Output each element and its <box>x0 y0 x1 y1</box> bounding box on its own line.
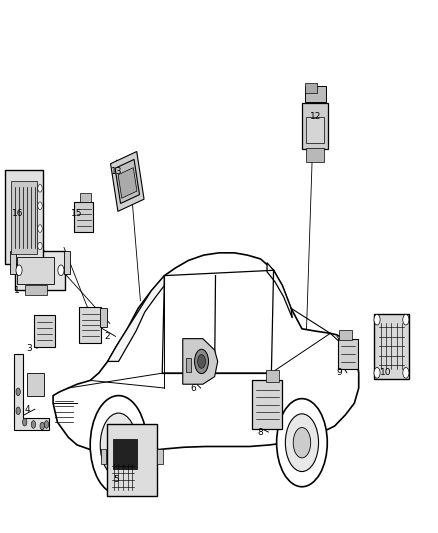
Text: 12: 12 <box>310 111 321 120</box>
Bar <box>304 86 325 102</box>
Bar <box>186 358 191 372</box>
Text: 13: 13 <box>111 167 122 176</box>
Circle shape <box>403 368 409 378</box>
Bar <box>338 338 357 369</box>
Circle shape <box>277 399 327 487</box>
Text: 3: 3 <box>26 344 32 353</box>
Polygon shape <box>267 263 292 318</box>
Circle shape <box>16 407 20 415</box>
Circle shape <box>374 314 380 325</box>
Bar <box>266 370 279 382</box>
Circle shape <box>58 265 64 276</box>
Text: 15: 15 <box>71 209 83 218</box>
Circle shape <box>403 314 409 325</box>
Circle shape <box>38 202 42 209</box>
Polygon shape <box>11 181 37 254</box>
Circle shape <box>22 418 27 426</box>
Circle shape <box>38 225 42 232</box>
Circle shape <box>38 242 42 250</box>
Bar <box>79 307 101 343</box>
Circle shape <box>194 349 208 374</box>
Circle shape <box>31 421 35 428</box>
Polygon shape <box>108 276 164 361</box>
Bar <box>11 252 15 274</box>
Bar <box>15 251 65 290</box>
Text: 4: 4 <box>24 405 30 414</box>
Text: 1: 1 <box>14 286 20 295</box>
Circle shape <box>286 414 318 472</box>
Bar <box>306 117 324 143</box>
Circle shape <box>293 427 311 458</box>
Circle shape <box>38 184 42 192</box>
Polygon shape <box>5 170 42 264</box>
Circle shape <box>374 368 380 378</box>
Polygon shape <box>53 253 359 453</box>
Bar <box>81 193 91 202</box>
Bar <box>304 83 317 93</box>
Bar <box>157 449 162 464</box>
Bar <box>17 256 54 284</box>
Bar <box>101 449 106 464</box>
Circle shape <box>100 413 137 477</box>
Bar <box>302 103 328 149</box>
Circle shape <box>109 428 128 462</box>
Bar <box>25 286 46 295</box>
Bar <box>34 315 55 347</box>
Bar <box>115 159 140 204</box>
Bar <box>374 314 409 378</box>
Circle shape <box>44 421 49 428</box>
Circle shape <box>90 395 147 494</box>
Text: 6: 6 <box>190 384 196 392</box>
Text: 9: 9 <box>336 368 342 377</box>
Bar <box>27 373 44 395</box>
Polygon shape <box>14 354 49 430</box>
Text: 16: 16 <box>12 209 24 218</box>
Circle shape <box>16 388 20 395</box>
Text: 8: 8 <box>258 427 263 437</box>
Bar <box>64 252 70 274</box>
Circle shape <box>40 422 44 430</box>
Text: 2: 2 <box>105 332 110 341</box>
Bar <box>106 424 157 496</box>
Bar <box>252 380 283 430</box>
Bar <box>118 168 137 198</box>
Circle shape <box>16 265 22 276</box>
Circle shape <box>198 354 205 368</box>
Text: 10: 10 <box>380 368 392 377</box>
Bar <box>113 439 137 469</box>
Text: 5: 5 <box>113 475 119 483</box>
Bar <box>74 202 93 232</box>
Polygon shape <box>183 338 218 384</box>
Bar <box>306 148 324 161</box>
Bar <box>110 151 144 212</box>
Bar <box>100 308 107 327</box>
Bar <box>339 330 352 340</box>
